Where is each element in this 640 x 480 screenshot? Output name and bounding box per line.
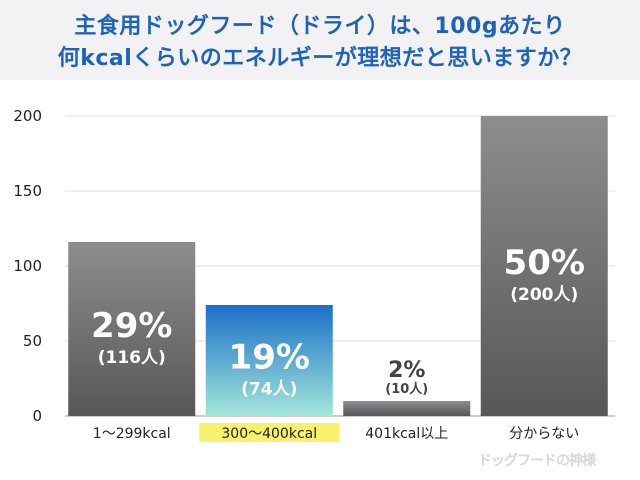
bar-percent-label: 2% xyxy=(388,358,425,383)
chart-title-line-1: 主食用ドッグフード（ドライ）は、100gあたり xyxy=(74,14,566,39)
highlight-marker xyxy=(199,423,340,442)
bar-count-label: (74人) xyxy=(241,380,297,400)
bar-3 xyxy=(343,401,471,416)
x-category-label: 300〜400kcal xyxy=(221,426,317,442)
y-tick-label: 200 xyxy=(13,107,42,125)
bar-percent-label: 19% xyxy=(229,338,310,378)
bar-1 xyxy=(68,242,196,416)
bar-count-label: (200人) xyxy=(510,285,578,305)
bar-percent-label: 29% xyxy=(91,306,172,346)
y-tick-label: 50 xyxy=(23,332,42,350)
bar-count-label: (10人) xyxy=(385,381,428,397)
chart-title-line-2: 何kcalくらいのエネルギーが理想だと思いますか？ xyxy=(57,46,583,71)
chart-header: 主食用ドッグフード（ドライ）は、100gあたり 何kcalくらいのエネルギーが理… xyxy=(0,0,640,80)
y-tick-label: 100 xyxy=(13,257,42,275)
x-category-label: 1〜299kcal xyxy=(93,426,171,442)
bar-4 xyxy=(480,116,608,416)
y-tick-label: 150 xyxy=(13,182,42,200)
bar-percent-label: 50% xyxy=(504,243,585,283)
y-axis-ticks: 0 50 100 150 200 xyxy=(13,107,42,425)
bar-labels: 29%(116人) 19%(74人) 2%(10人) 50%(200人) xyxy=(91,243,585,400)
bar-2 xyxy=(205,305,333,416)
category-labels: 1〜299kcal 300〜400kcal 401kcal以上 分からない xyxy=(93,423,579,442)
x-category-label: 分からない xyxy=(509,426,579,442)
watermark-logo: ドッグフードの神様 xyxy=(478,453,596,469)
bars xyxy=(68,116,608,416)
bar-count-label: (116人) xyxy=(98,348,166,368)
x-category-label: 401kcal以上 xyxy=(365,426,448,442)
y-tick-label: 0 xyxy=(32,407,42,425)
